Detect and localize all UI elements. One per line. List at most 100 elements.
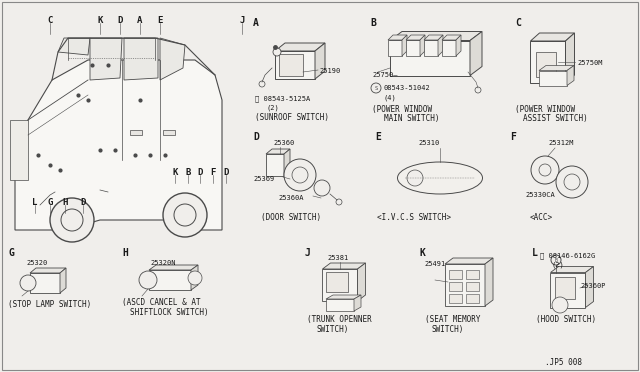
Text: SWITCH): SWITCH): [432, 325, 465, 334]
Bar: [406, 40, 420, 56]
Text: A: A: [138, 16, 143, 25]
Text: B: B: [555, 257, 557, 263]
Bar: [466, 270, 479, 279]
Text: C: C: [515, 18, 521, 28]
Text: D: D: [197, 168, 203, 177]
Bar: [449, 282, 462, 291]
Bar: [163, 130, 175, 135]
Circle shape: [163, 193, 207, 237]
Circle shape: [188, 271, 202, 285]
Circle shape: [273, 48, 281, 56]
Polygon shape: [30, 268, 66, 273]
Text: 25330CA: 25330CA: [525, 192, 555, 198]
Polygon shape: [275, 43, 325, 51]
Polygon shape: [90, 38, 122, 80]
Text: (STOP LAMP SWITCH): (STOP LAMP SWITCH): [8, 300, 92, 309]
Polygon shape: [586, 266, 593, 308]
Bar: [550, 273, 586, 308]
Text: 08543-51042: 08543-51042: [384, 85, 431, 91]
Text: (2): (2): [267, 104, 280, 110]
Ellipse shape: [397, 162, 483, 194]
Text: F: F: [510, 132, 516, 142]
Polygon shape: [438, 35, 443, 56]
Circle shape: [292, 167, 308, 183]
Polygon shape: [315, 43, 325, 79]
Text: J: J: [239, 16, 244, 25]
Polygon shape: [470, 32, 482, 76]
Text: F: F: [211, 168, 216, 177]
Polygon shape: [149, 265, 198, 270]
Polygon shape: [326, 295, 361, 299]
Circle shape: [139, 271, 157, 289]
Bar: [323, 269, 358, 301]
Bar: [539, 71, 567, 86]
Text: J: J: [305, 248, 311, 258]
Text: 25360: 25360: [273, 140, 294, 146]
Polygon shape: [567, 65, 574, 86]
Text: H: H: [122, 248, 128, 258]
Polygon shape: [420, 35, 425, 56]
Polygon shape: [358, 263, 365, 301]
Text: (2): (2): [552, 261, 564, 267]
Bar: [442, 40, 456, 56]
Polygon shape: [550, 266, 593, 273]
Text: <ACC>: <ACC>: [530, 213, 553, 222]
Polygon shape: [531, 33, 575, 41]
Circle shape: [61, 209, 83, 231]
Text: E: E: [375, 132, 381, 142]
Bar: [536, 52, 556, 77]
Bar: [449, 270, 462, 279]
Polygon shape: [266, 149, 290, 154]
Text: B: B: [186, 168, 191, 177]
Circle shape: [531, 156, 559, 184]
Text: L: L: [32, 198, 38, 207]
Bar: [445, 264, 485, 306]
Bar: [130, 130, 142, 135]
Circle shape: [284, 159, 316, 191]
Text: .JP5 008: .JP5 008: [545, 358, 582, 367]
Polygon shape: [124, 38, 158, 80]
Bar: [555, 277, 575, 299]
Text: 25312M: 25312M: [548, 140, 573, 146]
Polygon shape: [58, 38, 90, 55]
Circle shape: [20, 275, 36, 291]
Text: (ASCD CANCEL & AT: (ASCD CANCEL & AT: [122, 298, 200, 307]
Text: (HOOD SWITCH): (HOOD SWITCH): [536, 315, 596, 324]
Bar: [275, 51, 315, 79]
Polygon shape: [424, 35, 443, 40]
Bar: [388, 40, 402, 56]
Text: D: D: [80, 198, 86, 207]
Circle shape: [552, 297, 568, 313]
Polygon shape: [191, 265, 198, 290]
Bar: [449, 294, 462, 303]
Text: G: G: [47, 198, 52, 207]
Text: (DOOR SWITCH): (DOOR SWITCH): [261, 213, 321, 222]
Text: K: K: [172, 168, 178, 177]
Circle shape: [407, 170, 423, 186]
Text: ASSIST SWITCH): ASSIST SWITCH): [523, 114, 588, 123]
Bar: [326, 299, 354, 311]
Bar: [326, 272, 348, 292]
Text: SWITCH): SWITCH): [317, 325, 349, 334]
Circle shape: [371, 83, 381, 93]
Polygon shape: [60, 268, 66, 293]
Text: (SUNROOF SWITCH): (SUNROOF SWITCH): [255, 113, 329, 122]
Circle shape: [336, 199, 342, 205]
Circle shape: [314, 180, 330, 196]
Bar: [279, 54, 303, 76]
Text: 25190: 25190: [319, 68, 340, 74]
Polygon shape: [354, 295, 361, 311]
Text: (POWER WINDOW: (POWER WINDOW: [515, 105, 575, 114]
Text: SHIFTLOCK SWITCH): SHIFTLOCK SWITCH): [130, 308, 209, 317]
Text: (TRUNK OPENNER: (TRUNK OPENNER: [307, 315, 372, 324]
Text: L: L: [532, 248, 538, 258]
Polygon shape: [456, 35, 461, 56]
Text: H: H: [62, 198, 68, 207]
Text: 25369: 25369: [253, 176, 275, 182]
Bar: [10, 120, 28, 180]
Circle shape: [475, 87, 481, 93]
Polygon shape: [284, 149, 290, 176]
Text: D: D: [117, 16, 123, 25]
Bar: [424, 40, 438, 56]
Polygon shape: [388, 35, 407, 40]
